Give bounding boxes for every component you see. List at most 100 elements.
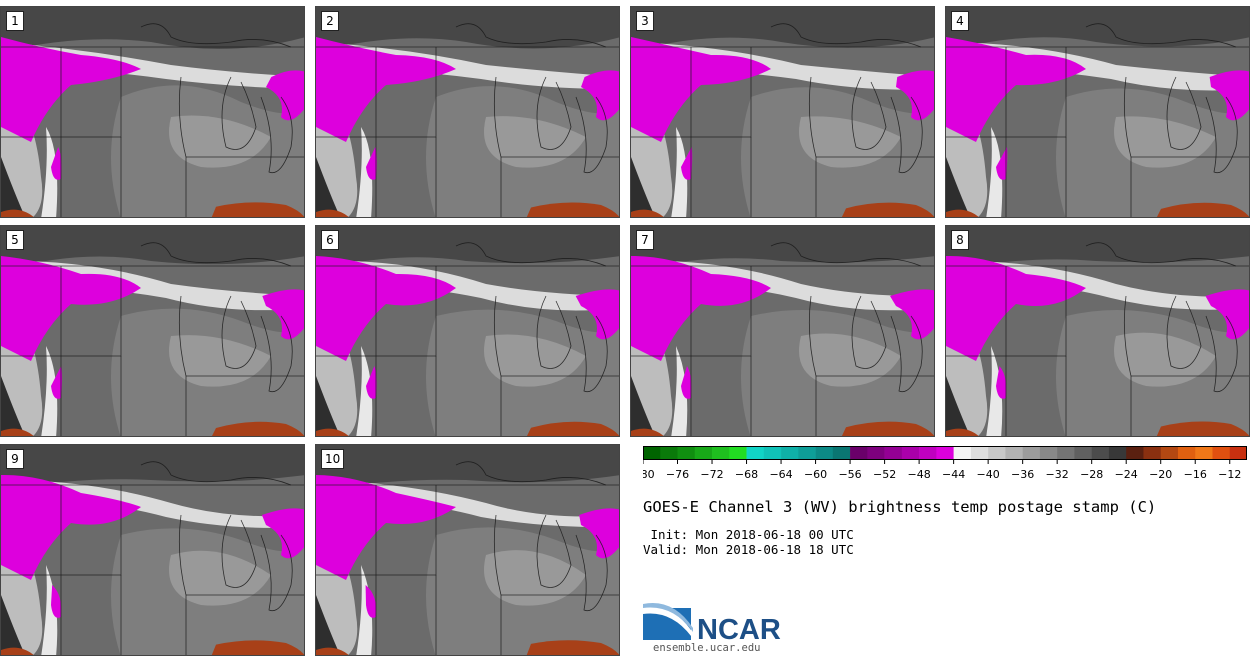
very-dry-area xyxy=(1,647,34,655)
colorbar-tick-label: −20 xyxy=(1149,468,1172,480)
very-dry-area xyxy=(526,421,619,436)
boundary-line xyxy=(140,23,292,48)
boundary-line xyxy=(260,96,293,174)
dry-band xyxy=(631,226,934,271)
very-dry-area xyxy=(631,428,664,436)
logo-arc xyxy=(643,606,691,636)
dry-corner xyxy=(316,595,341,655)
dry-corner xyxy=(316,376,341,436)
colorbar-bin xyxy=(936,446,954,460)
colorbar-tick-label: −36 xyxy=(1011,468,1034,480)
boundary-line xyxy=(770,242,922,267)
wv-map xyxy=(631,226,934,436)
cold-cloud-top xyxy=(51,366,63,399)
map-panel-4: 4 xyxy=(945,6,1250,218)
cold-cloud-top xyxy=(51,585,62,618)
dry-band xyxy=(946,226,1249,271)
colorbar-tick-label: −24 xyxy=(1115,468,1138,480)
boundary-line xyxy=(575,96,608,174)
cold-cloud-top xyxy=(266,70,304,121)
very-dry-area xyxy=(316,209,349,217)
colorbar-tick-label: −52 xyxy=(873,468,896,480)
dry-corner xyxy=(1,157,26,217)
cold-cloud-top xyxy=(316,475,456,580)
moist-streak xyxy=(986,346,1003,436)
cold-cloud-top xyxy=(575,289,619,340)
colorbar-bin xyxy=(1126,446,1144,460)
very-dry-area xyxy=(526,202,619,217)
moist-swirl xyxy=(799,116,901,168)
colorbar-bin xyxy=(1195,446,1213,460)
very-dry-area xyxy=(946,209,979,217)
colorbar-bin xyxy=(660,446,678,460)
moist-streak xyxy=(41,346,58,436)
boundary-line xyxy=(260,534,293,612)
moist-plume xyxy=(316,42,619,90)
boundary-line xyxy=(851,295,887,369)
dry-band xyxy=(316,7,619,52)
colorbar-bin xyxy=(953,446,972,460)
colorbar-bin xyxy=(1177,446,1196,460)
moist-streak xyxy=(986,127,1003,217)
cold-cloud-top xyxy=(896,70,934,121)
dry-corner xyxy=(946,376,971,436)
wv-map xyxy=(316,7,619,217)
very-dry-area xyxy=(841,202,934,217)
colorbar-tick-label: −56 xyxy=(838,468,861,480)
map-panel-1: 1 xyxy=(0,6,305,218)
moist-swirl xyxy=(169,115,271,168)
map-panel-6: 6 xyxy=(315,225,620,437)
cold-cloud-top xyxy=(996,147,1008,180)
boundary-line xyxy=(851,76,887,150)
map-panel-10: 10 xyxy=(315,444,620,656)
very-dry-area xyxy=(631,209,664,217)
cold-cloud-top xyxy=(316,256,456,361)
colorbar-bin xyxy=(850,446,868,460)
boundary-line xyxy=(1205,96,1238,174)
member-label: 7 xyxy=(636,230,654,250)
colorbar-tick-label: −16 xyxy=(1184,468,1207,480)
colorbar-bin xyxy=(763,446,782,460)
cold-cloud-top xyxy=(365,585,377,618)
colorbar-bin xyxy=(1091,446,1110,460)
moist-swirl xyxy=(169,335,271,387)
boundary-line xyxy=(1166,76,1202,150)
wv-map xyxy=(316,445,619,655)
cold-cloud-top xyxy=(946,255,1086,361)
very-dry-area xyxy=(1156,202,1249,217)
very-dry-area xyxy=(1156,421,1249,436)
boundary-line xyxy=(1205,315,1238,393)
moist-streak xyxy=(356,565,373,655)
map-panel-3: 3 xyxy=(630,6,935,218)
moist-swirl xyxy=(484,116,586,168)
boundary-line xyxy=(536,295,572,369)
colorbar-tick-label: −76 xyxy=(666,468,689,480)
colorbar-bin xyxy=(729,446,747,460)
wv-map xyxy=(946,7,1249,217)
very-dry-area xyxy=(1,428,34,436)
member-label: 3 xyxy=(636,11,654,31)
moist-streak xyxy=(41,127,58,217)
dry-corner xyxy=(1,376,26,436)
colorbar-tick-label: −48 xyxy=(908,468,931,480)
member-label: 4 xyxy=(951,11,969,31)
colorbar-bin xyxy=(677,446,696,460)
boundary-line xyxy=(808,76,817,217)
member-label: 8 xyxy=(951,230,969,250)
moist-swirl xyxy=(484,334,586,387)
boundary-line xyxy=(221,76,257,150)
dry-corner xyxy=(946,157,971,217)
boundary-line xyxy=(1085,23,1237,48)
colorbar-bin xyxy=(712,446,730,460)
valid-time: Valid: Mon 2018-06-18 18 UTC xyxy=(643,542,854,557)
boundary-line xyxy=(493,76,502,217)
map-panel-5: 5 xyxy=(0,225,305,437)
dry-band xyxy=(631,7,934,52)
dry-corner xyxy=(316,157,341,217)
boundary-line xyxy=(140,461,292,486)
boundary-line xyxy=(455,242,607,267)
cold-cloud-top xyxy=(681,147,693,180)
cold-cloud-top xyxy=(631,37,771,142)
cold-cloud-top xyxy=(890,289,934,340)
wv-map xyxy=(316,226,619,436)
